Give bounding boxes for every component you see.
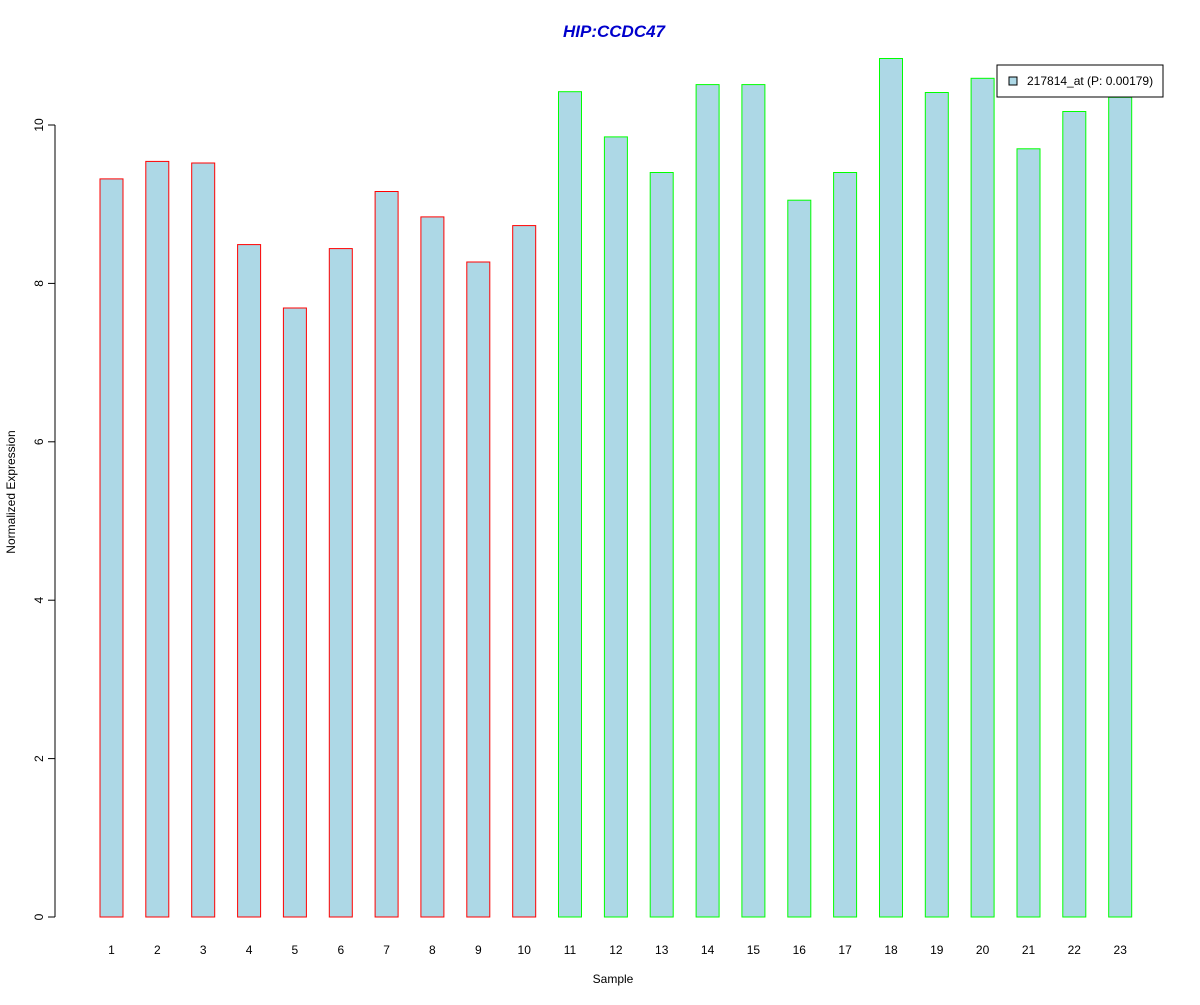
bar-sample-19 — [924, 92, 949, 918]
y-tick-label: 6 — [32, 438, 46, 445]
bar-sample-6 — [328, 248, 353, 918]
x-tick-label: 3 — [200, 943, 207, 957]
bar-sample-2 — [145, 160, 170, 918]
bar-sample-11 — [558, 91, 582, 918]
y-tick-label: 4 — [32, 597, 46, 604]
x-tick-label: 6 — [337, 943, 344, 957]
legend: 217814_at (P: 0.00179) — [996, 64, 1164, 98]
x-tick-label: 9 — [475, 943, 482, 957]
chart-title: HIP:CCDC47 — [563, 22, 667, 41]
bar-sample-21 — [1016, 148, 1041, 918]
y-tick-label: 2 — [32, 755, 46, 762]
bar-sample-14 — [695, 84, 720, 918]
x-tick-label: 22 — [1068, 943, 1082, 957]
x-tick-label: 12 — [609, 943, 623, 957]
bar-sample-16 — [787, 199, 812, 918]
bar-sample-5 — [282, 307, 307, 918]
x-tick-label: 15 — [747, 943, 761, 957]
x-tick-label: 14 — [701, 943, 715, 957]
y-axis: 0 2 4 6 8 10 — [32, 118, 56, 920]
x-tick-label: 7 — [383, 943, 390, 957]
bar-sample-7 — [374, 191, 399, 918]
y-axis-label: Normalized Expression — [4, 430, 18, 553]
bar-sample-1 — [99, 178, 124, 918]
x-tick-label: 16 — [793, 943, 807, 957]
x-tick-label: 19 — [930, 943, 944, 957]
x-tick-label: 23 — [1114, 943, 1128, 957]
legend-swatch — [1008, 76, 1018, 86]
x-tick-label: 20 — [976, 943, 990, 957]
x-axis-label: Sample — [593, 972, 634, 986]
y-tick-label: 10 — [32, 118, 46, 132]
bar-sample-20 — [970, 77, 995, 918]
x-tick-labels: 1 2 3 4 5 6 7 8 9 10 11 12 13 14 15 16 17 18 19 20 21 22 23 — [108, 943, 1127, 957]
y-tick-label: 0 — [32, 913, 46, 920]
x-tick-label: 21 — [1022, 943, 1036, 957]
legend-box — [996, 64, 1164, 98]
x-tick-label: 8 — [429, 943, 436, 957]
x-tick-label: 17 — [838, 943, 852, 957]
bar-sample-12 — [603, 136, 628, 918]
bar-sample-10 — [512, 225, 537, 918]
bar-sample-8 — [420, 216, 445, 918]
legend-label: 217814_at (P: 0.00179) — [1027, 74, 1153, 88]
bar-sample-3 — [191, 162, 216, 918]
bar-sample-17 — [833, 172, 858, 918]
x-tick-label: 10 — [518, 943, 532, 957]
bars-group — [99, 58, 1133, 918]
bar-sample-9 — [466, 261, 491, 918]
bar-sample-18 — [879, 58, 903, 918]
bar-sample-23 — [1108, 96, 1133, 918]
bar-sample-13 — [649, 172, 674, 918]
x-tick-label: 2 — [154, 943, 161, 957]
x-tick-label: 4 — [246, 943, 253, 957]
x-tick-label: 5 — [292, 943, 299, 957]
x-tick-label: 1 — [108, 943, 115, 957]
x-tick-label: 18 — [884, 943, 898, 957]
bar-sample-22 — [1062, 111, 1087, 918]
y-tick-label: 8 — [32, 280, 46, 287]
bar-sample-4 — [237, 244, 262, 918]
x-tick-label: 13 — [655, 943, 669, 957]
bar-sample-15 — [741, 84, 766, 918]
x-tick-label: 11 — [564, 943, 577, 957]
